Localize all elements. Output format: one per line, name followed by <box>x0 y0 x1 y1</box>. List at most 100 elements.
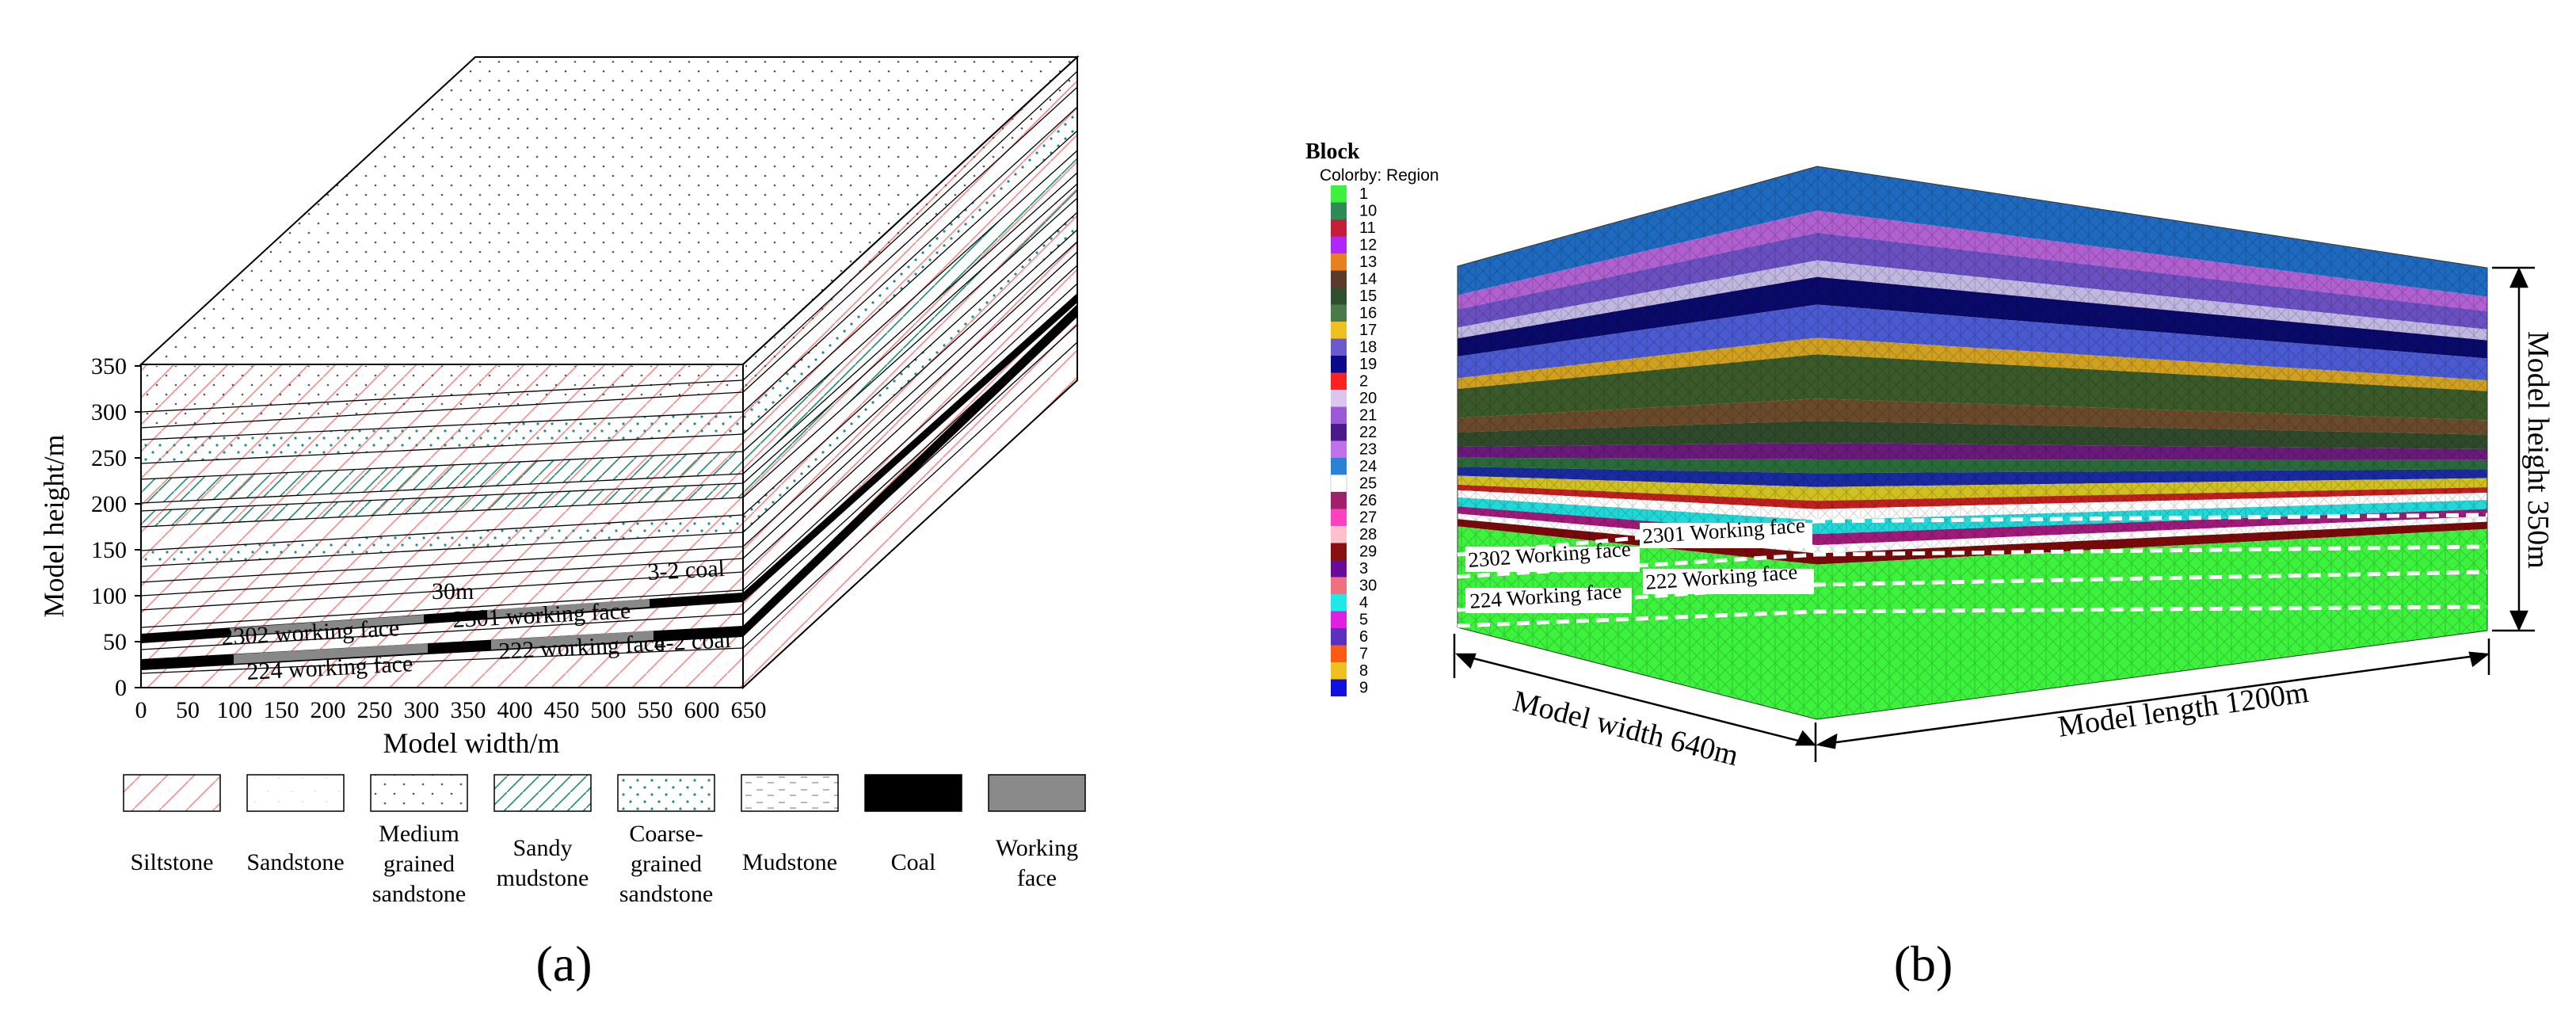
dimension-length-label: Model length 1200m <box>2056 676 2311 744</box>
region-swatch <box>1331 270 1347 288</box>
working-face-222-bar <box>491 631 654 650</box>
dimension-lines <box>1453 266 2535 762</box>
region-swatch <box>1331 628 1347 646</box>
legend-item-label: face <box>1017 865 1057 891</box>
region-swatch <box>1331 679 1347 696</box>
x-tick-label: 350 <box>451 697 486 723</box>
annotation-thickness: 30m <box>432 578 474 604</box>
region-label: 5 <box>1359 612 1368 629</box>
y-tick-label: 200 <box>91 491 127 517</box>
x-tick-label: 100 <box>217 697 253 723</box>
region-swatch <box>1331 406 1347 424</box>
region-label: 13 <box>1359 254 1377 271</box>
region-label: 9 <box>1359 680 1368 697</box>
legend-item-label: Medium <box>379 821 459 847</box>
y-tick-label: 300 <box>91 399 127 425</box>
legend-item-label: Mudstone <box>742 849 837 875</box>
y-axis-label: Model height/m <box>38 435 70 618</box>
coal-icon <box>864 774 962 812</box>
x-tick-label: 250 <box>357 697 393 723</box>
region-label: 3 <box>1359 560 1368 578</box>
y-tick-label: 50 <box>103 629 127 655</box>
region-swatch <box>1331 543 1347 560</box>
working-face-icon <box>988 774 1086 812</box>
region-label: 14 <box>1359 271 1377 288</box>
region-swatch <box>1331 424 1347 441</box>
region-swatch <box>1331 577 1347 594</box>
region-swatch <box>1331 594 1347 612</box>
sandy-mudstone-icon <box>493 774 592 812</box>
region-label: 20 <box>1359 390 1377 407</box>
legend-item-label: Coarse- <box>629 821 703 847</box>
region-swatch <box>1331 202 1347 219</box>
legend-item: Coarse-grained sandstone <box>617 774 715 907</box>
sandstone-icon <box>246 774 345 812</box>
panel-a: 350 300 250 200 150 100 50 0 Model height/m 0 50… <box>38 55 1086 992</box>
y-tick-label: 250 <box>91 445 127 471</box>
region-swatch <box>1330 475 1347 493</box>
region-label: 1 <box>1359 185 1368 203</box>
region-label: 25 <box>1359 475 1377 493</box>
x-tick-label: 150 <box>264 697 299 723</box>
y-tick-label: 350 <box>91 353 127 379</box>
region-swatch <box>1331 254 1347 271</box>
legend-item-label: Sandstone <box>246 849 344 875</box>
region-label: 29 <box>1359 543 1377 561</box>
x-tick-label: 50 <box>176 697 200 723</box>
region-label: 28 <box>1359 526 1377 543</box>
mudstone-icon <box>741 774 839 812</box>
legend-item-label: Coal <box>891 849 936 875</box>
x-tick-label: 0 <box>135 697 147 723</box>
region-label: 30 <box>1359 578 1377 595</box>
region-swatch <box>1331 645 1347 662</box>
region-label: 22 <box>1359 424 1377 441</box>
region-swatch <box>1331 356 1347 373</box>
region-swatch <box>1331 390 1347 407</box>
region-label: 19 <box>1359 356 1377 373</box>
legend-item: Working face <box>988 774 1086 891</box>
region-swatch <box>1331 288 1347 305</box>
x-tick-label: 400 <box>497 697 533 723</box>
working-face-2302-bar <box>230 615 424 636</box>
dimension-height-label: Model height 350m <box>2521 331 2555 569</box>
x-tick-label: 300 <box>404 697 440 723</box>
region-label: 24 <box>1359 458 1377 475</box>
region-swatch <box>1331 509 1347 526</box>
x-tick-label: 600 <box>684 697 720 723</box>
region-label: 7 <box>1359 646 1368 663</box>
region-swatch <box>1331 492 1347 509</box>
working-face-2301-bar <box>487 599 650 618</box>
annotation-coal-4-2: 4-2 coal <box>654 627 732 657</box>
region-label: 15 <box>1359 288 1377 305</box>
x-axis-label: Model width/m <box>383 727 560 759</box>
region-swatch <box>1331 526 1347 543</box>
legend-item-label: mudstone <box>497 865 589 891</box>
region-swatch <box>1331 322 1347 339</box>
siltstone-icon <box>123 774 221 812</box>
region-label: 8 <box>1359 662 1368 680</box>
region-label: 2 <box>1359 373 1368 391</box>
y-tick-label: 0 <box>115 675 127 701</box>
region-swatch <box>1331 372 1347 390</box>
legend-item: Sandstone <box>246 774 345 875</box>
region-label: 16 <box>1359 305 1377 322</box>
region-swatch <box>1331 304 1347 322</box>
numerical-model-block: 2302 Working face 2301 Working face 224 … <box>1457 166 2488 720</box>
legend-item: Medium grained sandstone <box>370 774 468 907</box>
region-swatch <box>1331 338 1347 356</box>
x-axis: 0 50 100 150 200 250 300 350 400 450 500 550 600 650 … <box>135 697 767 759</box>
region-label: 26 <box>1359 492 1377 509</box>
region-label: 10 <box>1359 203 1377 220</box>
region-swatch <box>1331 219 1347 237</box>
y-tick-label: 150 <box>91 537 127 563</box>
region-label: 4 <box>1359 594 1368 612</box>
region-label: 12 <box>1359 237 1377 254</box>
caption-a: (a) <box>535 936 592 992</box>
legend-subtitle: Colorby: Region <box>1320 166 1439 185</box>
region-label: 6 <box>1359 628 1368 646</box>
caption-b: (b) <box>1894 936 1953 992</box>
legend-item-label: Sandy <box>513 835 573 861</box>
region-swatch <box>1331 611 1347 628</box>
y-axis: 350 300 250 200 150 100 50 0 Model height/m <box>38 353 142 701</box>
